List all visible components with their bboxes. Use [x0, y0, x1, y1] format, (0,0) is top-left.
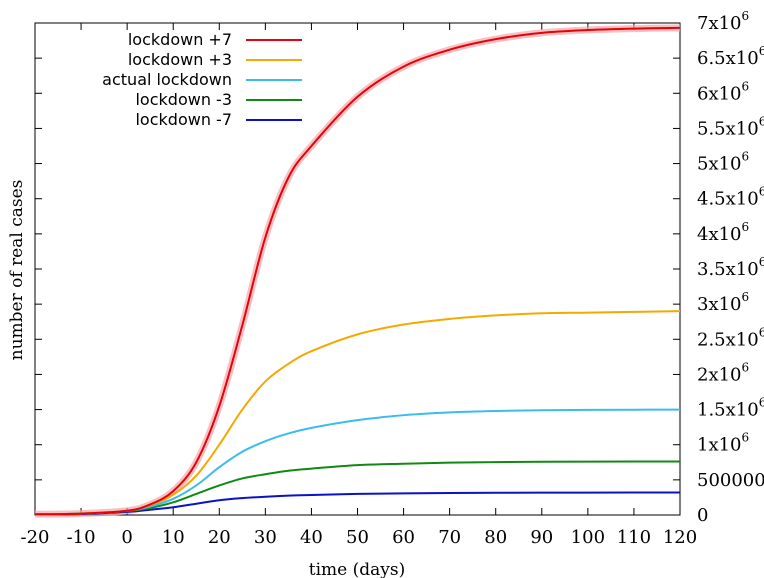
x-tick-label: 20 — [208, 527, 231, 548]
legend-label: lockdown +3 — [128, 50, 232, 69]
x-tick-label: 120 — [663, 527, 697, 548]
x-axis-title: time (days) — [309, 560, 405, 578]
x-tick-label: 40 — [300, 527, 323, 548]
x-tick-label: 0 — [121, 527, 132, 548]
series-line — [34, 408, 681, 516]
y-tick-label: 1x106 — [697, 431, 749, 456]
x-tick-label: 110 — [617, 527, 651, 548]
legend-label: actual lockdown — [102, 70, 232, 89]
y-tick-label: 3.5x106 — [697, 255, 764, 280]
y-tick-label: 6x106 — [697, 79, 749, 104]
legend-label: lockdown -7 — [135, 110, 232, 129]
x-tick-label: 10 — [162, 527, 185, 548]
y-tick-label: 1.5x106 — [697, 396, 764, 421]
series-line — [34, 310, 681, 516]
x-tick-label: 80 — [484, 527, 507, 548]
series-lines — [34, 26, 681, 516]
series-line — [34, 26, 681, 516]
series-band — [34, 24, 681, 518]
x-tick-labels: -20 -10 0 10 20 30 40 50 60 70 80 90 100 110 120 — [21, 527, 698, 548]
y-tick-label: 6.5x106 — [697, 44, 764, 69]
y-tick-label: 5.5x106 — [697, 114, 764, 139]
y-tick-label: 0 — [697, 505, 708, 526]
legend-label: lockdown -3 — [135, 90, 232, 109]
x-tick-label: -20 — [21, 527, 50, 548]
x-tick-label: 30 — [254, 527, 277, 548]
y-tick-label: 5x106 — [697, 150, 749, 175]
series-line — [34, 491, 681, 516]
y-tick-label: 2x106 — [697, 360, 749, 385]
y-tick-label: 2.5x106 — [697, 325, 764, 350]
x-tick-label: 70 — [438, 527, 461, 548]
legend-label: lockdown +7 — [128, 30, 232, 49]
y-tick-labels: 0 500000 1x106 1.5x106 2x106 2.5x106 3x106 3.5x… — [697, 9, 764, 526]
uncertainty-band — [34, 24, 681, 518]
y-axis-title: number of real cases — [7, 180, 27, 361]
y-tick-label: 4.5x106 — [697, 185, 764, 210]
x-tick-label: 50 — [346, 527, 369, 548]
x-tick-label: 60 — [392, 527, 415, 548]
x-tick-label: -10 — [67, 527, 96, 548]
x-tick-label: 100 — [571, 527, 605, 548]
y-tick-label: 500000 — [697, 470, 764, 491]
y-tick-label: 4x106 — [697, 220, 749, 245]
x-tick-label: 90 — [530, 527, 553, 548]
y-tick-label: 3x106 — [697, 290, 749, 315]
series-line — [34, 460, 681, 516]
y-tick-label: 7x106 — [697, 9, 749, 34]
